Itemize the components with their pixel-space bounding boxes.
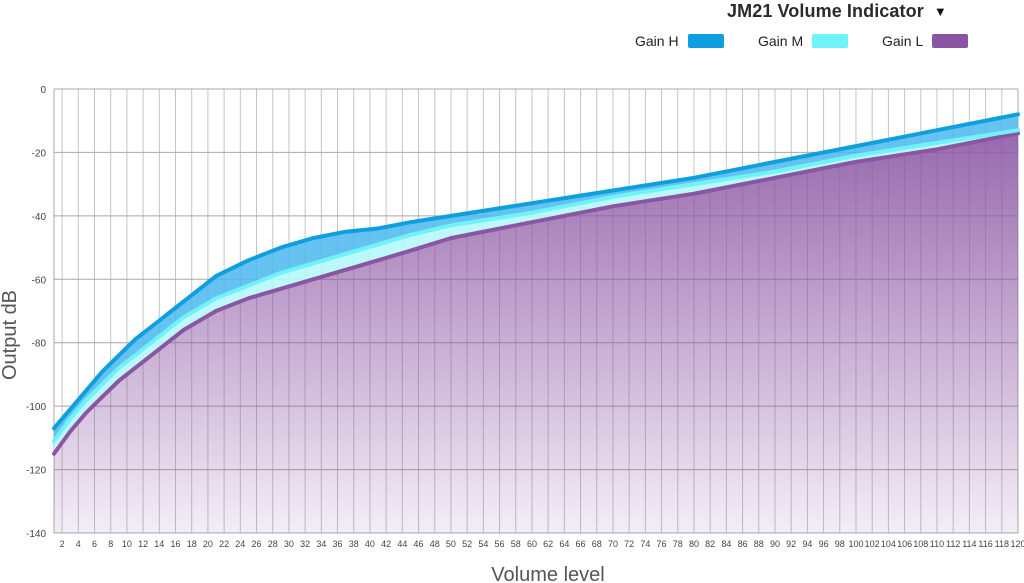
y-tick-label: -120 <box>26 466 46 477</box>
legend-item-gain-l[interactable]: Gain L <box>882 33 969 49</box>
line-gain-m <box>52 128 1020 443</box>
x-tick-label: 18 <box>187 539 197 549</box>
x-tick-label: 62 <box>543 539 553 549</box>
chart-header: JM21 Volume Indicator ▼ <box>727 0 947 22</box>
x-tick-label: 30 <box>284 539 294 549</box>
x-tick-label: 4 <box>76 539 81 549</box>
x-tick-label: 38 <box>349 539 359 549</box>
legend-item-gain-h[interactable]: Gain H <box>635 33 724 49</box>
x-tick-label: 40 <box>365 539 375 549</box>
x-tick-label: 22 <box>219 539 229 549</box>
area-gain-l <box>54 133 1018 533</box>
x-tick-label: 84 <box>721 539 731 549</box>
x-tick-label: 58 <box>511 539 521 549</box>
x-tick-label: 36 <box>333 539 343 549</box>
x-tick-label: 64 <box>559 539 569 549</box>
x-tick-label: 2 <box>60 539 65 549</box>
x-tick-label: 28 <box>268 539 278 549</box>
x-tick-label: 10 <box>122 539 132 549</box>
x-tick-label: 54 <box>478 539 488 549</box>
series-lines <box>52 112 1020 456</box>
x-tick-label: 116 <box>978 539 992 549</box>
x-tick-label: 92 <box>786 539 796 549</box>
y-tick-label: -100 <box>26 402 46 413</box>
y-tick-label: -80 <box>32 339 47 350</box>
y-tick-label: -40 <box>32 212 47 223</box>
x-tick-label: 70 <box>608 539 618 549</box>
x-tick-label: 16 <box>171 539 181 549</box>
x-tick-label: 94 <box>802 539 812 549</box>
x-axis-label: Volume level <box>491 564 604 583</box>
x-tick-label: 42 <box>381 539 391 549</box>
x-tick-label: 50 <box>446 539 456 549</box>
legend-swatch <box>932 34 969 48</box>
legend-item-gain-m[interactable]: Gain M <box>758 33 849 49</box>
legend-swatch <box>812 34 849 48</box>
x-tick-label: 108 <box>913 539 928 549</box>
x-tick-label: 48 <box>430 539 440 549</box>
x-tick-label: 56 <box>495 539 505 549</box>
chart-title: JM21 Volume Indicator <box>727 0 924 21</box>
x-tick-label: 44 <box>397 539 407 549</box>
triangle-down-icon[interactable]: ▼ <box>933 3 947 19</box>
x-tick-label: 34 <box>316 539 326 549</box>
x-tick-label: 68 <box>592 539 602 549</box>
x-tick-label: 96 <box>819 539 829 549</box>
legend-label: Gain M <box>758 33 804 49</box>
areas <box>54 114 1018 533</box>
x-tick-label: 120 <box>1010 539 1024 549</box>
y-tick-label: -20 <box>32 148 47 159</box>
line-gain-l <box>52 131 1020 456</box>
x-tick-label: 74 <box>640 539 650 549</box>
x-tick-label: 88 <box>754 539 764 549</box>
area-gain-h <box>54 114 1018 442</box>
y-tick-label: -140 <box>26 529 46 540</box>
x-tick-label: 76 <box>657 539 667 549</box>
legend-swatch <box>687 34 724 48</box>
y-axis-label: Output dB <box>0 290 21 380</box>
x-tick-label: 72 <box>624 539 634 549</box>
x-tick-label: 100 <box>848 539 863 549</box>
y-tick-label: 0 <box>40 85 46 96</box>
area-gain-m <box>54 130 1018 454</box>
x-tick-label: 106 <box>897 539 912 549</box>
x-tick-label: 86 <box>738 539 748 549</box>
x-tick-label: 14 <box>154 539 164 549</box>
tick-labels: 2 4 6 8 10 12 14 16 18 20 22 24 26 28 30 32 34 36 38 40 42 44… <box>26 85 1024 549</box>
x-tick-label: 110 <box>930 539 944 549</box>
x-tick-label: 6 <box>92 539 97 549</box>
x-tick-label: 8 <box>108 539 113 549</box>
legend-label: Gain H <box>635 33 679 49</box>
x-tick-label: 98 <box>835 539 845 549</box>
x-tick-label: 66 <box>576 539 586 549</box>
x-tick-label: 24 <box>235 539 245 549</box>
x-tick-label: 90 <box>770 539 780 549</box>
x-tick-label: 52 <box>462 539 472 549</box>
x-tick-label: 20 <box>203 539 213 549</box>
x-tick-label: 118 <box>995 539 1009 549</box>
x-tick-label: 104 <box>881 539 896 549</box>
x-tick-label: 32 <box>300 539 310 549</box>
line-gain-h <box>52 112 1020 431</box>
x-tick-label: 112 <box>946 539 960 549</box>
x-tick-label: 80 <box>689 539 699 549</box>
x-tick-label: 114 <box>962 539 976 549</box>
x-tick-label: 60 <box>527 539 537 549</box>
x-tick-label: 26 <box>252 539 262 549</box>
x-tick-label: 82 <box>705 539 715 549</box>
y-tick-label: -60 <box>32 275 47 286</box>
x-tick-label: 102 <box>865 539 880 549</box>
legend-label: Gain L <box>882 33 924 49</box>
x-tick-label: 12 <box>138 539 148 549</box>
x-tick-label: 46 <box>414 539 424 549</box>
x-tick-label: 78 <box>673 539 683 549</box>
